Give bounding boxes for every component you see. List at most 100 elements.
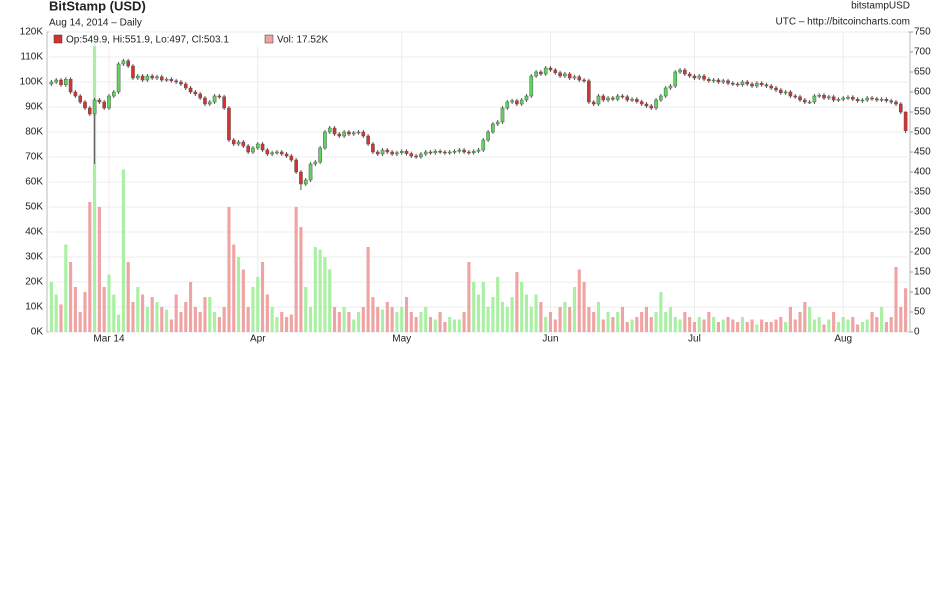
candle-body xyxy=(889,100,894,103)
volume-bar xyxy=(260,262,265,332)
volume-bar xyxy=(270,307,274,332)
volume-bar xyxy=(875,317,879,332)
volume-bar xyxy=(174,294,178,332)
candle-body xyxy=(73,91,78,97)
candle-body xyxy=(668,85,673,89)
candle-body xyxy=(385,149,390,153)
candle-body xyxy=(251,147,255,153)
volume-bar xyxy=(424,307,428,332)
candle-body xyxy=(731,82,735,85)
volume-bar xyxy=(486,307,490,332)
volume-bar xyxy=(462,312,466,332)
candle-body xyxy=(572,76,577,79)
candle-body xyxy=(788,91,793,97)
candle-body xyxy=(246,145,250,153)
candle-body xyxy=(227,107,231,141)
candle-body xyxy=(361,131,366,137)
candle-body xyxy=(203,97,207,105)
candle-body xyxy=(313,161,318,165)
volume-bar xyxy=(884,322,888,332)
volume-bar xyxy=(500,302,505,332)
volume-bar xyxy=(870,312,874,332)
volume-bar xyxy=(596,302,601,332)
candle-body xyxy=(231,139,236,145)
candle-body xyxy=(510,100,514,103)
candle-body xyxy=(625,96,630,101)
candle-body xyxy=(366,135,370,145)
candle-body xyxy=(812,95,817,103)
volume-bar xyxy=(476,294,481,332)
volume-bar xyxy=(438,312,442,332)
volume-bar xyxy=(217,317,221,332)
candle-body xyxy=(615,95,620,100)
candle-body xyxy=(428,151,433,154)
candle-body xyxy=(491,123,495,133)
volume-bar xyxy=(213,312,217,332)
candle-body xyxy=(255,143,260,149)
candle-body xyxy=(726,80,730,84)
candle-body xyxy=(774,87,778,91)
y2-tick-label: 350 xyxy=(914,187,931,198)
volume-bar xyxy=(136,287,140,332)
candle-body xyxy=(174,80,178,83)
candle-body xyxy=(332,127,337,135)
volume-bar xyxy=(640,312,644,332)
volume-bar xyxy=(131,302,135,332)
candle-body xyxy=(126,60,130,67)
candle-body xyxy=(476,149,481,152)
candle-body xyxy=(663,87,668,97)
volume-bar xyxy=(404,297,409,332)
candle-body xyxy=(759,82,764,86)
volume-bar xyxy=(544,317,548,332)
y-tick-label: 120K xyxy=(20,27,44,38)
volume-bar xyxy=(736,322,740,332)
candle-body xyxy=(419,153,423,158)
volume-bar xyxy=(745,322,749,332)
candle-body xyxy=(683,69,687,75)
candle-body xyxy=(54,79,59,83)
candle-body xyxy=(817,94,822,97)
volume-bar xyxy=(400,307,404,332)
volume-bar xyxy=(592,312,596,332)
volume-bar xyxy=(93,34,97,332)
candle-body xyxy=(500,107,505,123)
candle-body xyxy=(702,75,706,80)
volume-bar xyxy=(227,207,231,332)
candle-body xyxy=(769,85,774,89)
volume-bar xyxy=(673,317,677,332)
volume-bar xyxy=(246,307,250,332)
y2-tick-label: 400 xyxy=(914,167,931,178)
volume-bar xyxy=(337,312,341,332)
candle-body xyxy=(644,103,649,107)
volume-bar xyxy=(443,322,447,332)
volume-bar xyxy=(107,274,111,332)
volume-bar xyxy=(856,324,860,332)
candle-body xyxy=(884,98,889,102)
volume-bar xyxy=(265,294,269,332)
candle-body xyxy=(380,149,385,155)
volume-bar xyxy=(452,319,457,332)
candle-body xyxy=(740,81,745,86)
volume-bar xyxy=(851,317,855,332)
candle-body xyxy=(270,152,274,155)
y-tick-label: 30K xyxy=(25,252,43,263)
y2-tick-label: 0 xyxy=(914,327,920,338)
x-tick-label: Jun xyxy=(542,334,558,345)
candle-body xyxy=(308,163,313,181)
x-tick-label: Apr xyxy=(250,334,266,345)
chart-subtitle: Aug 14, 2014 – Daily xyxy=(49,18,142,29)
volume-bar xyxy=(572,287,577,332)
candle-body xyxy=(159,76,164,81)
volume-bar xyxy=(606,312,610,332)
volume-bar xyxy=(289,314,293,332)
candle-body xyxy=(303,179,308,185)
candle-body xyxy=(371,143,375,153)
volume-bar xyxy=(160,307,164,332)
volume-bar xyxy=(793,319,797,332)
candle-body xyxy=(755,82,759,87)
volume-bar xyxy=(548,312,553,332)
candle-body xyxy=(659,95,663,101)
candle-body xyxy=(207,101,212,105)
candle-body xyxy=(553,69,558,74)
